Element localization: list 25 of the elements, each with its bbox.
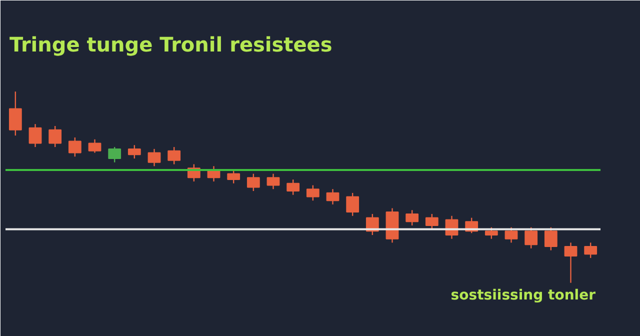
candlestick	[286, 178, 300, 196]
candlestick	[266, 173, 280, 190]
candlestick	[68, 136, 82, 158]
candlestick	[128, 144, 141, 160]
candlestick	[564, 242, 578, 284]
candlestick	[524, 226, 538, 249]
candlestick	[148, 148, 161, 167]
candlestick	[108, 146, 122, 163]
candlestick	[306, 184, 320, 202]
candlestick	[168, 146, 181, 165]
candlestick	[406, 210, 419, 226]
candlestick	[28, 123, 42, 148]
candlestick	[326, 188, 340, 205]
candlestick	[246, 173, 260, 192]
candlestick	[544, 226, 558, 251]
candlestick	[584, 242, 598, 259]
candlestick	[346, 192, 360, 216]
candlestick	[48, 125, 62, 148]
candlestick	[88, 138, 102, 154]
chart-title: Tringe tunge Tronil resistees	[10, 32, 332, 56]
text: sostsiissing tonler	[450, 288, 596, 304]
candlestick	[8, 90, 22, 136]
candlestick	[227, 169, 240, 184]
candlestick	[425, 213, 438, 230]
candlestick	[504, 226, 518, 244]
